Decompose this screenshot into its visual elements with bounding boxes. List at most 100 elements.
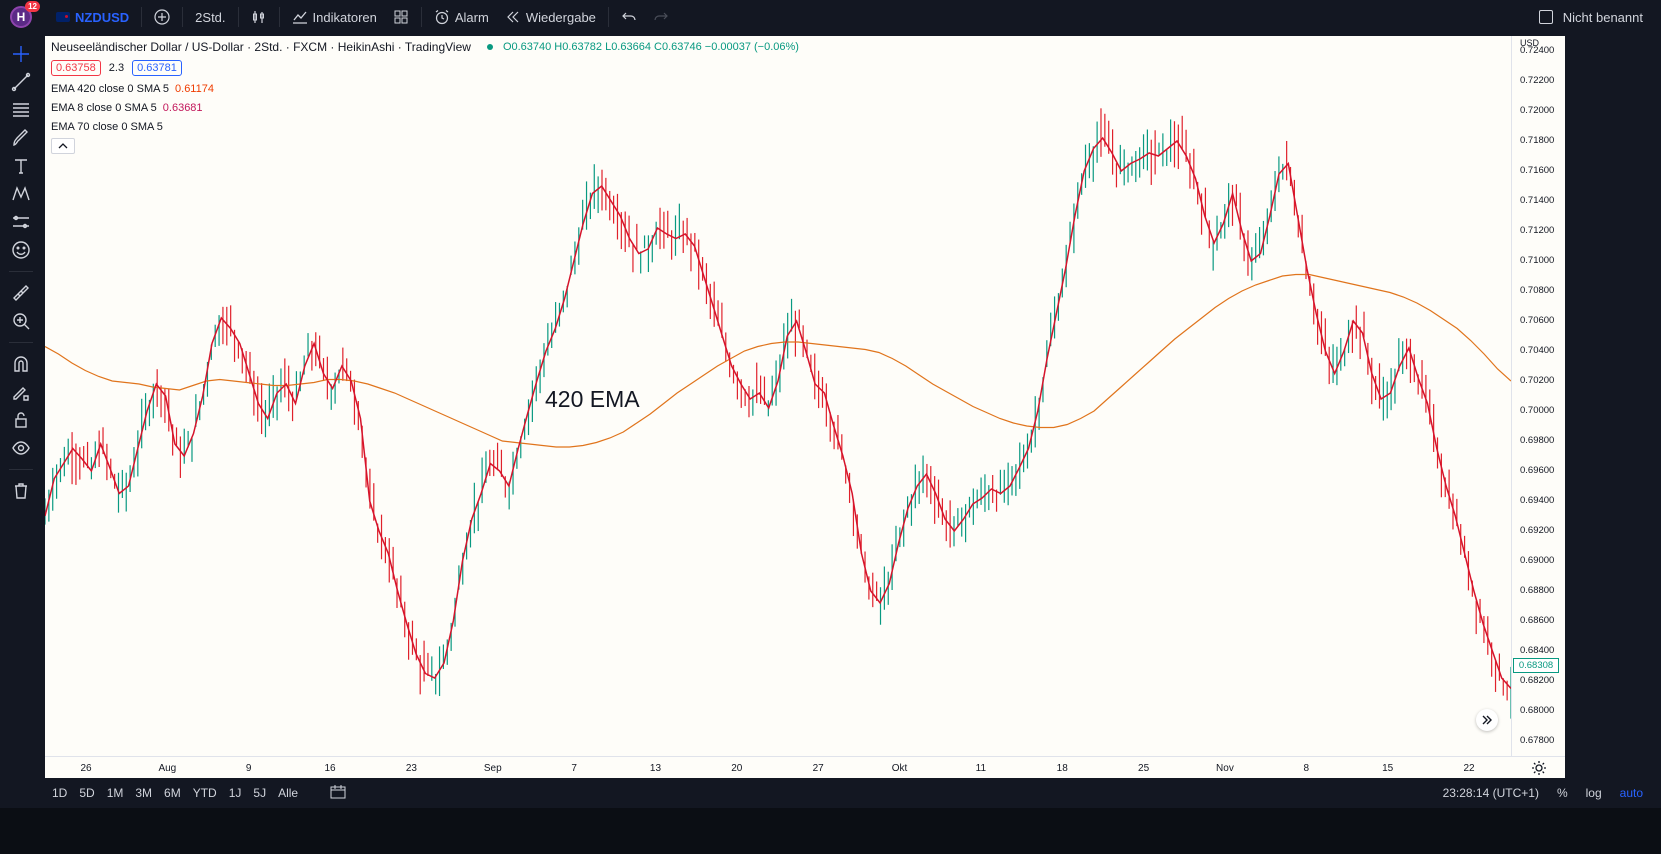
date-range-button[interactable] [330,784,346,802]
buy-price-button[interactable]: 0.63781 [132,60,182,76]
percent-toggle[interactable]: % [1556,786,1568,800]
text-icon [15,159,27,174]
chart-type-button[interactable] [243,0,275,34]
collapse-legend-button[interactable] [51,138,75,154]
indicator-ema-8[interactable]: EMA 8 close 0 SMA 5 0.63681 [51,102,799,114]
fib-tool[interactable] [7,96,35,124]
divider [278,7,280,27]
range-button[interactable]: Alle [278,786,299,800]
time-label: 9 [245,763,252,774]
ema-8-line[interactable] [45,136,1511,689]
clock[interactable]: 23:28:14 (UTC+1) [1442,786,1539,800]
ema-lines [45,136,1511,689]
price-label: 0.70400 [1520,345,1555,356]
prediction-tool[interactable] [7,208,35,236]
scroll-to-realtime-button[interactable] [1476,709,1498,731]
price-label: 0.67800 [1520,735,1555,746]
alert-button[interactable]: Alarm [426,0,497,34]
magnet-tool[interactable] [7,350,35,378]
lock-icon [15,412,27,428]
redo-button[interactable] [645,0,677,34]
visibility-tool[interactable] [7,434,35,462]
time-label: Sep [483,763,502,774]
pattern-tool[interactable] [7,180,35,208]
time-label: 27 [812,763,824,774]
symbol-search-button[interactable]: NZDUSD [48,0,137,34]
measure-tool[interactable] [7,279,35,307]
indicator-label: EMA 8 close 0 SMA 5 [51,102,157,114]
gear-icon[interactable] [1531,760,1547,776]
eye-icon [12,441,30,455]
symbol-description[interactable]: Neuseeländischer Dollar / US-Dollar · 2S… [51,40,471,54]
time-axis[interactable]: 26 Aug 9 16 23 Sep 7 13 20 27 Okt 11 18 25 Nov 8 15 22 [45,756,1565,778]
indicators-icon [292,11,307,24]
price-chart[interactable] [45,36,1511,756]
plus-circle-icon [154,9,170,25]
templates-button[interactable] [385,0,417,34]
zoom-tool[interactable] [7,307,35,335]
ruler-icon [13,285,29,301]
grid-icon [394,10,408,24]
time-label: 26 [80,763,92,774]
date-ranges: 1D 5D 1M 3M 6M YTD 1J 5J Alle [52,786,310,800]
auto-scale-toggle[interactable]: auto [1619,786,1643,800]
time-label: Aug [158,763,177,774]
interval-button[interactable]: 2Std. [187,0,233,34]
price-axis[interactable]: USD 0.72400 0.72200 0.72000 0.71800 0.71600 0… [1511,36,1565,756]
compare-symbol-button[interactable] [146,0,178,34]
stay-in-drawing-tool[interactable] [7,378,35,406]
range-button[interactable]: 5D [79,786,95,800]
chart-pane[interactable]: Neuseeländischer Dollar / US-Dollar · 2S… [45,36,1511,756]
log-toggle[interactable]: log [1585,786,1602,800]
brush-icon [13,129,28,146]
layout-name[interactable]: Nicht benannt [1562,9,1643,25]
range-button[interactable]: 6M [164,786,181,800]
magnet-icon [14,356,28,372]
interval-label: 2Std. [195,9,226,25]
brush-tool[interactable] [7,124,35,152]
range-button[interactable]: 3M [135,786,153,800]
undo-icon [622,12,636,21]
user-avatar[interactable]: H 12 [10,1,40,28]
range-button[interactable]: YTD [192,786,217,800]
lock-tool[interactable] [7,406,35,434]
price-label: 0.70000 [1520,405,1555,416]
undo-button[interactable] [613,0,645,34]
divider [9,469,33,470]
candles-icon [252,11,264,23]
indicator-label: EMA 420 close 0 SMA 5 [51,83,170,95]
sell-price-button[interactable]: 0.63758 [51,60,101,76]
indicators-button[interactable]: Indikatoren [284,0,385,34]
range-button[interactable]: 1M [106,786,124,800]
chart-legend: Neuseeländischer Dollar / US-Dollar · 2S… [51,40,799,154]
ema-420-line[interactable] [45,273,1511,448]
layout-checkbox[interactable] [1538,10,1553,24]
time-label: 13 [649,763,662,774]
time-label: 7 [571,763,577,774]
drawing-toolbar [0,34,42,778]
remove-tool[interactable] [7,477,35,505]
price-label: 0.72000 [1520,105,1555,116]
emoji-tool[interactable] [7,236,35,264]
time-label: 18 [1056,763,1068,774]
indicator-ema-70[interactable]: EMA 70 close 0 SMA 5 [51,121,799,133]
price-label: 0.71800 [1520,135,1555,146]
replay-label: Wiedergabe [525,9,596,25]
crosshair-tool[interactable] [7,40,35,68]
ema-text-annotation[interactable]: 420 EMA [545,386,640,412]
text-tool[interactable] [7,152,35,180]
chevron-up-icon [58,143,68,149]
price-label: 0.71000 [1520,255,1555,266]
range-button[interactable]: 5J [253,786,267,800]
price-label: 0.68400 [1520,645,1555,656]
replay-button[interactable]: Wiedergabe [497,0,604,34]
avatar-letter: H [16,10,26,24]
divider [607,7,609,27]
trendline-tool[interactable] [7,68,35,96]
range-button[interactable]: 1D [52,786,68,800]
axis-currency[interactable]: USD [1520,38,1540,48]
indicator-ema-420[interactable]: EMA 420 close 0 SMA 5 0.61174 [51,83,799,95]
range-button[interactable]: 1J [228,786,242,800]
zoom-in-icon [13,313,30,330]
divider [9,342,33,343]
